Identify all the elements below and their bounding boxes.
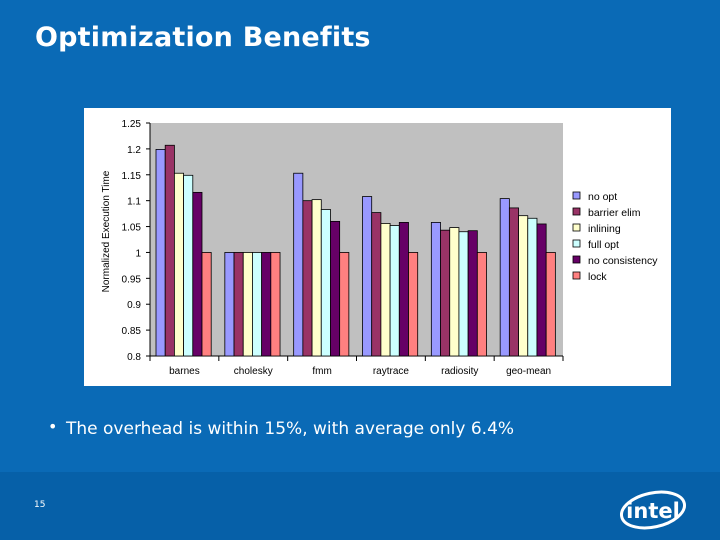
bar-barnes-barrier-elim: [164, 144, 175, 357]
y-tick-label: 1.05: [122, 223, 142, 234]
legend-label-no-consistency: no consistency: [588, 255, 658, 267]
plot-area: [150, 123, 563, 356]
bar-radiosity-full-opt: [458, 231, 469, 357]
legend-label-no-opt: no opt: [588, 191, 617, 203]
legend-swatch-inlining: [572, 223, 581, 232]
legend-swatch-lock: [572, 271, 581, 280]
bar-raytrace-barrier-elim: [371, 212, 382, 357]
y-tick-label: 1: [135, 248, 141, 259]
bar-radiosity-no-opt: [430, 222, 441, 357]
page-number: 15: [34, 500, 46, 510]
bar-cholesky-inlining: [242, 252, 253, 357]
legend-swatch-barrier-elim: [572, 207, 581, 216]
chart-panel: 0.8 0.85 0.9 0.95 1 1.05 1.1 1.15 1.2 1.25 Normali…: [84, 108, 671, 386]
bar-radiosity-lock: [476, 252, 487, 357]
bar-raytrace-lock: [408, 252, 419, 357]
intel-logo-text: intel: [626, 499, 680, 523]
bar-fmm-no-consistency: [330, 220, 341, 357]
bullet-text: The overhead is within 15%, with average…: [66, 419, 515, 439]
legend-swatch-no-consistency: [572, 255, 581, 264]
x-tick-label: barnes: [169, 366, 200, 377]
legend-label-lock: lock: [588, 271, 607, 283]
bar-raytrace-full-opt: [389, 225, 400, 357]
bar-fmm-no-opt: [293, 172, 304, 357]
bar-geo-mean-lock: [545, 252, 556, 357]
x-tick-label: fmm: [312, 366, 331, 377]
bar-raytrace-inlining: [380, 223, 391, 357]
bar-radiosity-barrier-elim: [440, 229, 451, 357]
y-tick-label: 1.15: [122, 171, 142, 182]
y-tick-label: 0.85: [122, 326, 142, 337]
x-tick-label: cholesky: [234, 366, 273, 377]
bar-raytrace-no-consistency: [398, 222, 409, 357]
legend-swatch-full-opt: [572, 239, 581, 248]
y-axis-title: Normalized Execution Time: [101, 170, 112, 292]
bar-fmm-inlining: [311, 199, 322, 357]
x-tick-label: geo-mean: [506, 366, 551, 377]
bullet-point: • The overhead is within 15%, with averag…: [48, 417, 514, 439]
legend-label-full-opt: full opt: [588, 239, 619, 251]
bar-barnes-full-opt: [183, 174, 194, 357]
slide-title: Optimization Benefits: [35, 22, 371, 53]
bar-radiosity-inlining: [449, 227, 460, 357]
bar-raytrace-no-opt: [362, 196, 373, 357]
bar-barnes-inlining: [174, 172, 185, 357]
bar-fmm-full-opt: [320, 209, 331, 357]
y-tick-label: 0.8: [127, 352, 141, 363]
legend-label-inlining: inlining: [588, 223, 621, 235]
legend-swatch-no-opt: [572, 191, 581, 200]
x-tick-label: raytrace: [373, 366, 410, 377]
y-tick-label: 0.9: [127, 300, 141, 311]
bar-geo-mean-no-opt: [499, 198, 510, 357]
y-tick-label: 1.1: [127, 197, 141, 208]
bar-geo-mean-barrier-elim: [508, 207, 519, 357]
bar-chart: 0.8 0.85 0.9 0.95 1 1.05 1.1 1.15 1.2 1.25 Normali…: [101, 119, 658, 377]
bar-geo-mean-inlining: [518, 215, 529, 357]
x-tick-label: radiosity: [441, 366, 478, 377]
bar-cholesky-barrier-elim: [233, 252, 244, 357]
footer-band: [0, 472, 720, 540]
bar-fmm-barrier-elim: [302, 200, 313, 357]
y-tick-label: 0.95: [122, 274, 142, 285]
bar-radiosity-no-consistency: [467, 230, 478, 357]
bar-cholesky-no-opt: [224, 252, 235, 357]
bar-geo-mean-no-consistency: [536, 223, 547, 357]
legend-label-barrier-elim: barrier elim: [588, 207, 641, 219]
y-tick-label: 1.2: [127, 145, 141, 156]
bar-barnes-lock: [201, 252, 212, 357]
bar-cholesky-lock: [270, 252, 281, 357]
intel-logo-icon: intel: [620, 490, 686, 530]
bar-barnes-no-opt: [155, 149, 166, 357]
bar-barnes-no-consistency: [192, 191, 203, 357]
bullet-dot-icon: •: [48, 417, 58, 436]
bar-cholesky-no-consistency: [261, 252, 272, 357]
bar-geo-mean-full-opt: [527, 217, 538, 357]
y-tick-label: 1.25: [122, 119, 142, 130]
bar-fmm-lock: [339, 252, 350, 357]
bar-cholesky-full-opt: [252, 252, 263, 357]
